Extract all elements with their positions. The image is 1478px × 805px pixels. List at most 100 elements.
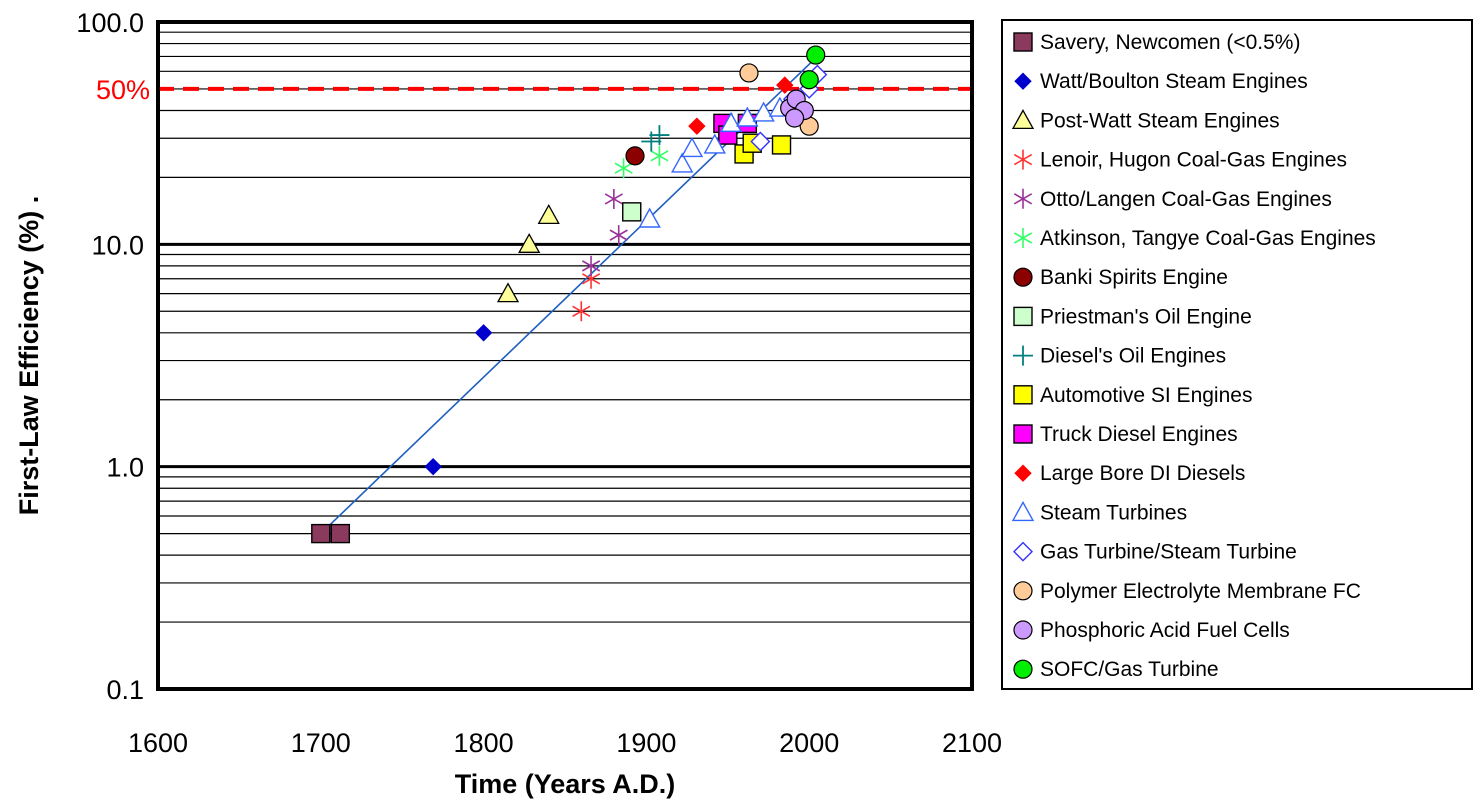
x-tick-label: 1800: [454, 728, 514, 758]
legend-item: Large Bore DI Diesels: [1014, 462, 1245, 485]
data-point: [680, 136, 704, 158]
data-point: [496, 282, 520, 303]
series-5: [614, 145, 669, 179]
legend-label: Otto/Langen Coal-Gas Engines: [1040, 188, 1332, 211]
legend-label: Large Bore DI Diesels: [1040, 462, 1245, 485]
data-point: [537, 204, 560, 225]
legend-marker: [1013, 385, 1033, 405]
legend-marker: [1013, 581, 1033, 601]
legend-label: Banki Spirits Engine: [1040, 266, 1228, 289]
data-point: [719, 111, 743, 133]
legend-marker: [1011, 500, 1035, 522]
data-point: [650, 145, 669, 166]
legend-label: Post-Watt Steam Engines: [1040, 109, 1280, 132]
data-point: [649, 125, 670, 146]
series-9: [734, 133, 792, 164]
legend-marker: [1013, 32, 1033, 52]
legend-marker: [1013, 188, 1033, 209]
reference-line-group: 50%: [96, 75, 972, 105]
legend-label: Priestman's Oil Engine: [1040, 305, 1252, 328]
series-11: [688, 76, 794, 135]
series-12: [638, 96, 792, 228]
legend-item: Phosphoric Acid Fuel Cells: [1013, 619, 1290, 642]
x-tick-labels: 1600 1700 1800 1900 2000 2100: [128, 728, 1002, 758]
data-point: [771, 135, 792, 155]
legend-label: Lenoir, Hugon Coal-Gas Engines: [1040, 149, 1347, 172]
legend-label: Atkinson, Tangye Coal-Gas Engines: [1040, 227, 1376, 250]
legend-marker: [1013, 345, 1033, 366]
series-14: [739, 63, 819, 136]
legend-frame: [1001, 19, 1473, 690]
y-tick-label: 100.0: [76, 8, 144, 38]
series-15: [780, 89, 814, 128]
data-point: [572, 301, 591, 322]
series-6: [625, 146, 645, 166]
y-tick-label: 10.0: [91, 230, 144, 260]
legend-label: Watt/Boulton Steam Engines: [1040, 70, 1308, 93]
data-point: [750, 131, 771, 152]
data-point: [703, 133, 726, 154]
legend-item: Priestman's Oil Engine: [1013, 305, 1252, 328]
legend-item: Savery, Newcomen (<0.5%): [1013, 31, 1300, 54]
legend: Savery, Newcomen (<0.5%) Watt/Boulton Ste…: [1001, 19, 1473, 690]
series-2: [496, 204, 560, 303]
legend-marker: [1013, 306, 1033, 327]
data-point: [609, 225, 628, 246]
y-axis-title: First-Law Efficiency (%) .: [14, 196, 44, 516]
legend-item: Atkinson, Tangye Coal-Gas Engines: [1013, 227, 1376, 250]
data-point: [604, 188, 623, 209]
x-tick-label: 1600: [128, 728, 188, 758]
x-tick-label: 1900: [616, 728, 676, 758]
series-3: [572, 268, 601, 322]
data-point: [752, 101, 775, 122]
legend-marker: [1013, 149, 1033, 170]
data-point: [638, 207, 661, 228]
data-point: [671, 152, 694, 173]
legend-label: Automotive SI Engines: [1040, 384, 1252, 407]
legend-item: Post-Watt Steam Engines: [1011, 109, 1280, 132]
data-point: [424, 457, 442, 476]
x-axis-title: Time (Years A.D.): [455, 769, 676, 799]
legend-marker: [1013, 424, 1033, 444]
legend-item: Watt/Boulton Steam Engines: [1014, 70, 1308, 93]
data-point: [776, 76, 794, 94]
x-tick-label: 1700: [291, 728, 351, 758]
series-1: [424, 324, 493, 476]
legend-item: Lenoir, Hugon Coal-Gas Engines: [1013, 149, 1347, 172]
legend-item: Diesel's Oil Engines: [1013, 345, 1226, 368]
data-point: [736, 106, 759, 127]
legend-marker: [1014, 464, 1032, 482]
x-tick-label: 2100: [942, 728, 1002, 758]
legend-marker: [1011, 109, 1035, 130]
series-8: [641, 125, 670, 152]
legend-label: Gas Turbine/Steam Turbine: [1040, 541, 1297, 564]
data-point: [622, 202, 642, 222]
data-point: [614, 158, 633, 179]
legend-marker: [1013, 228, 1033, 248]
plot-frame: [156, 20, 974, 691]
data-point: [688, 117, 706, 135]
data-point: [311, 523, 331, 544]
data-point: [474, 324, 493, 342]
grid-lines: [158, 31, 972, 623]
legend-item: Automotive SI Engines: [1013, 384, 1252, 407]
legend-label: Diesel's Oil Engines: [1040, 345, 1226, 368]
legend-marker: [1013, 620, 1033, 640]
legend-marker: [1013, 659, 1033, 679]
legend-item: SOFC/Gas Turbine: [1013, 658, 1219, 681]
series-4: [581, 188, 628, 276]
data-point: [784, 108, 805, 128]
x-tick-label: 2000: [779, 728, 839, 758]
legend-marker: [1014, 72, 1032, 90]
data-point: [518, 232, 541, 253]
legend-items: Savery, Newcomen (<0.5%) Watt/Boulton Ste…: [1011, 31, 1376, 681]
legend-label: Truck Diesel Engines: [1040, 423, 1238, 446]
fifty-percent-label: 50%: [96, 75, 150, 105]
legend-label: Polymer Electrolyte Membrane FC: [1040, 580, 1361, 603]
legend-label: SOFC/Gas Turbine: [1040, 658, 1219, 681]
y-tick-label: 1.0: [106, 453, 144, 483]
legend-marker: [1013, 267, 1033, 287]
data-points: [311, 45, 828, 544]
legend-label: Savery, Newcomen (<0.5%): [1040, 31, 1300, 54]
